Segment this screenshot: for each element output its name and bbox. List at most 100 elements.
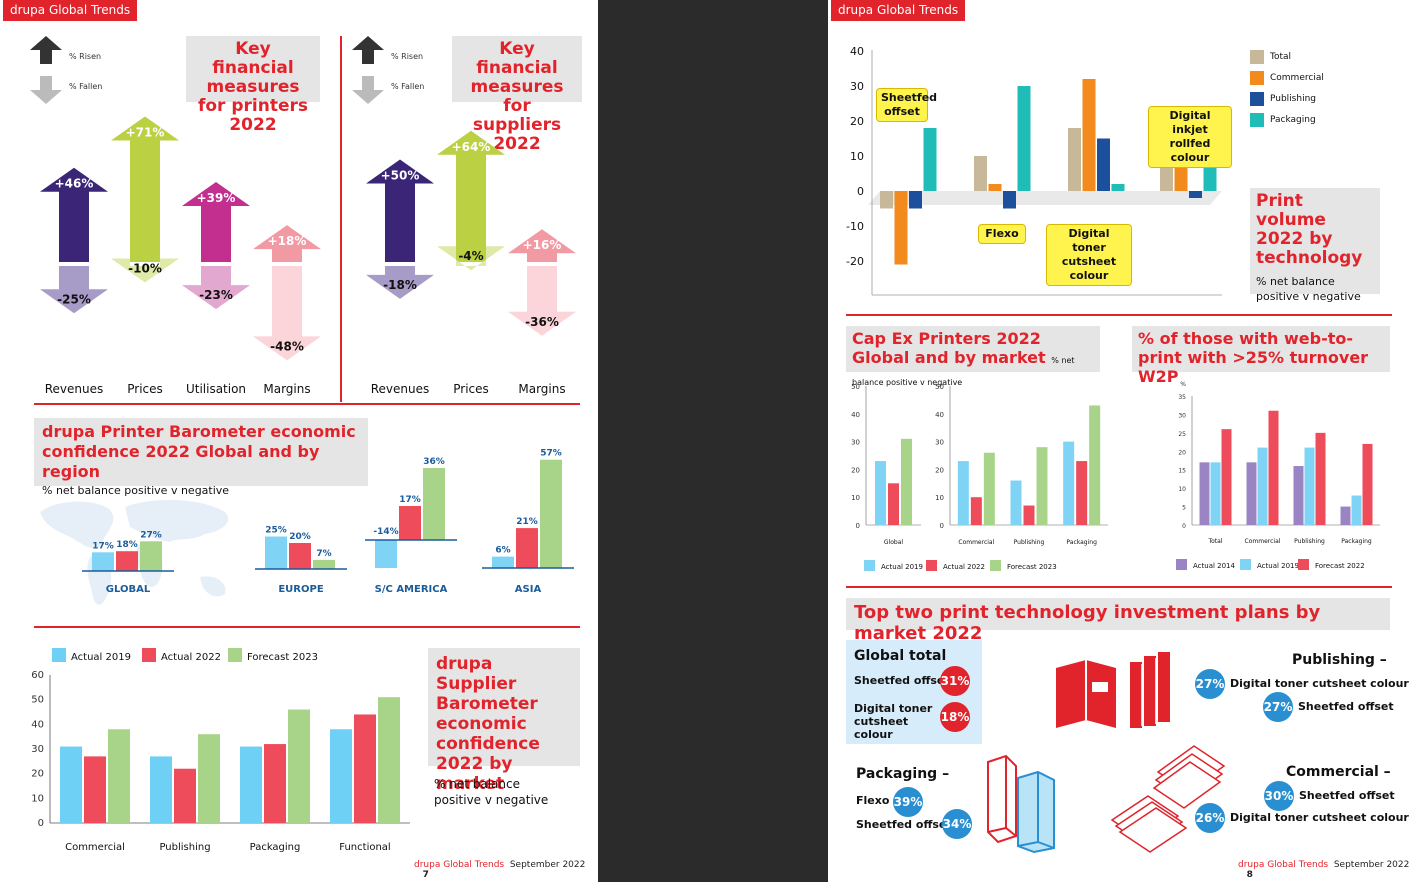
bar — [923, 128, 937, 191]
y-tick: 40 — [851, 411, 860, 419]
legend-label: Forecast 2022 — [1315, 562, 1365, 570]
printers-title: Key financial measures for printers 2022 — [197, 39, 309, 135]
fallen-value: -23% — [199, 288, 233, 302]
y-tick: 20 — [935, 466, 944, 474]
global-pct-2: 18% — [940, 702, 970, 732]
y-tick: -20 — [846, 255, 864, 268]
data-label: 7% — [316, 549, 331, 559]
bar — [289, 543, 311, 569]
data-label: 36% — [423, 457, 445, 467]
category-label: Total — [1207, 538, 1222, 545]
packaging-pct-2: 34% — [942, 809, 972, 839]
category-label: Revenues — [371, 382, 430, 396]
fallen-arrow — [111, 258, 179, 283]
investment-title: Top two print technology investment plan… — [854, 602, 1321, 644]
y-tick: 10 — [850, 150, 864, 163]
bar — [1068, 128, 1081, 191]
y-tick: 35 — [1178, 394, 1186, 401]
supplier-title-box: drupa Supplier Barometer economic confid… — [428, 648, 580, 794]
bar — [378, 697, 400, 823]
bar — [875, 461, 886, 525]
risen-value: +18% — [268, 234, 307, 248]
bar — [354, 714, 376, 823]
data-label: 21% — [516, 517, 538, 527]
data-label: 25% — [265, 526, 287, 536]
bar — [330, 729, 352, 823]
bar — [1160, 163, 1173, 191]
w2p-title: % of those with web-to-print with >25% t… — [1138, 329, 1369, 386]
bar — [540, 459, 562, 568]
bar — [492, 556, 514, 568]
fallen-value: -10% — [128, 262, 162, 276]
bar — [1010, 480, 1022, 525]
risen-value: +46% — [55, 177, 94, 191]
suppliers-arrows-chart: +50% -18% Revenues +64% -4% Prices +16% -36% Mar… — [366, 130, 576, 396]
bar — [1304, 447, 1315, 525]
category-label: Functional — [339, 842, 390, 853]
bar — [901, 438, 912, 525]
risen-value: +50% — [381, 169, 420, 183]
risen-arrow — [253, 225, 321, 262]
global-pct-1: 31% — [940, 666, 970, 696]
bar — [1082, 79, 1096, 191]
y-tick: 40 — [31, 719, 44, 730]
legend-label: Actual 2022 — [161, 652, 221, 663]
bar — [1097, 138, 1110, 191]
bar — [1221, 429, 1232, 525]
bar — [399, 506, 421, 540]
risen-arrow — [111, 116, 179, 262]
bar — [375, 540, 397, 568]
region-label: ASIA — [515, 584, 542, 595]
legend-label: Actual 2022 — [943, 563, 985, 571]
y-tick: 60 — [31, 670, 44, 681]
category-label: Packaging — [1066, 539, 1097, 546]
category-label: Commercial — [958, 539, 994, 546]
suppliers-title: Key financial measures for suppliers 202… — [470, 39, 564, 154]
legend-label: Commercial — [1270, 73, 1324, 83]
bar — [1036, 447, 1048, 525]
callout-toner: Digital toner cutsheet colour — [1046, 224, 1132, 286]
legend-label: Publishing — [1270, 94, 1316, 104]
bar — [894, 191, 908, 265]
legend-swatch — [1176, 559, 1187, 570]
header-tag: drupa Global Trends — [3, 0, 138, 21]
fallen-legend-2: % Fallen — [391, 82, 425, 91]
fallen-value: -18% — [383, 278, 417, 292]
y-tick: -10 — [846, 220, 864, 233]
bar — [198, 734, 220, 823]
fallen-arrow — [253, 266, 321, 361]
bar — [240, 746, 262, 823]
y-tick: 40 — [935, 411, 944, 419]
y-tick: 20 — [851, 466, 860, 474]
bar — [1268, 410, 1279, 525]
bar — [888, 483, 899, 525]
legend-label: Actual 2019 — [71, 652, 131, 663]
global-heading: Global total — [854, 648, 947, 664]
y-tick: 0 — [857, 185, 864, 198]
category-label: Commercial — [65, 842, 125, 853]
y-tick: 0 — [1182, 523, 1186, 530]
legend-swatch — [1250, 92, 1264, 106]
data-label: -14% — [373, 527, 398, 537]
data-label: 20% — [289, 532, 311, 542]
header-tag-right: drupa Global Trends — [831, 0, 966, 21]
fallen-value: -48% — [270, 339, 304, 353]
category-label: Margins — [518, 382, 565, 396]
y-tick: 20 — [850, 115, 864, 128]
packaging-row-1: Flexo — [856, 794, 890, 807]
publishing-row-1: Digital toner cutsheet colour — [1230, 677, 1409, 690]
region-label: S/C AMERICA — [375, 584, 448, 595]
suppliers-title-box: Key financial measures for suppliers 202… — [452, 36, 582, 154]
bar — [264, 744, 286, 823]
callout-flexo: Flexo — [978, 224, 1026, 244]
risen-legend: % Risen — [69, 52, 102, 61]
legend-swatch — [1250, 113, 1264, 127]
legend-label: Packaging — [1270, 115, 1316, 125]
category-label: Packaging — [250, 842, 301, 853]
bar — [983, 452, 995, 525]
w2p-chart: % 0 5 10 15 20 25 30 35 Total Commercial Publishing… — [1176, 381, 1380, 570]
volume-subtitle: % net balance positive v negative — [1256, 275, 1361, 303]
y-tick: 25 — [1178, 431, 1186, 438]
rule — [846, 586, 1392, 588]
